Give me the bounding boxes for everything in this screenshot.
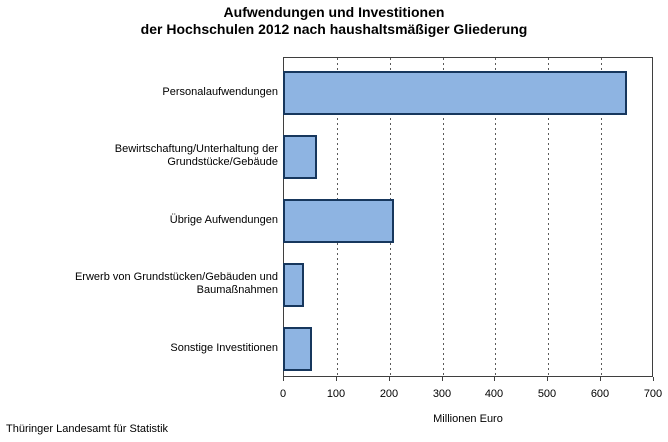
gridline-300: [443, 58, 444, 376]
x-tick-mark: [336, 377, 337, 381]
x-tick-mark: [600, 377, 601, 381]
bar: [283, 135, 317, 179]
category-label: Übrige Aufwendungen: [28, 198, 278, 242]
x-tick-mark: [283, 377, 284, 381]
x-tick-label: 0: [279, 388, 287, 400]
x-tick-mark: [442, 377, 443, 381]
category-label-text: Bewirtschaftung/Unterhaltung der Grundstü…: [114, 143, 278, 168]
x-tick-label: 600: [590, 388, 610, 400]
x-tick-mark: [653, 377, 654, 381]
category-label-text: Übrige Aufwendungen: [169, 213, 278, 226]
x-tick-label: 700: [643, 388, 663, 400]
x-tick-mark: [494, 377, 495, 381]
gridline-500: [548, 58, 549, 376]
category-label: Personalaufwendungen: [28, 70, 278, 114]
x-tick-label: 400: [484, 388, 504, 400]
plot-area: [283, 57, 653, 377]
bar: [283, 199, 394, 243]
category-label: Erwerb von Grundstücken/Gebäuden und Baum…: [28, 262, 278, 306]
bar: [283, 71, 627, 115]
category-label-text: Erwerb von Grundstücken/Gebäuden und Baum…: [74, 271, 278, 296]
x-tick-label: 300: [432, 388, 452, 400]
bar: [283, 263, 304, 307]
chart-title-line1: Aufwendungen und Investitionen: [223, 4, 445, 20]
gridline-400: [495, 58, 496, 376]
gridline-600: [601, 58, 602, 376]
chart-title-line2: der Hochschulen 2012 nach haushaltsmäßig…: [140, 21, 528, 37]
chart-title: Aufwendungen und Investitionen der Hochs…: [0, 4, 668, 38]
category-label-text: Sonstige Investitionen: [170, 341, 278, 354]
x-axis-title: Millionen Euro: [433, 413, 503, 425]
x-tick-label: 100: [326, 388, 346, 400]
x-tick-mark: [389, 377, 390, 381]
x-tick-label: 200: [379, 388, 399, 400]
category-label: Bewirtschaftung/Unterhaltung der Grundstü…: [28, 134, 278, 178]
category-label-text: Personalaufwendungen: [162, 85, 278, 98]
source-note: Thüringer Landesamt für Statistik: [6, 423, 169, 435]
x-tick-mark: [547, 377, 548, 381]
x-tick-label: 500: [537, 388, 557, 400]
category-label: Sonstige Investitionen: [28, 326, 278, 370]
bar: [283, 327, 312, 371]
